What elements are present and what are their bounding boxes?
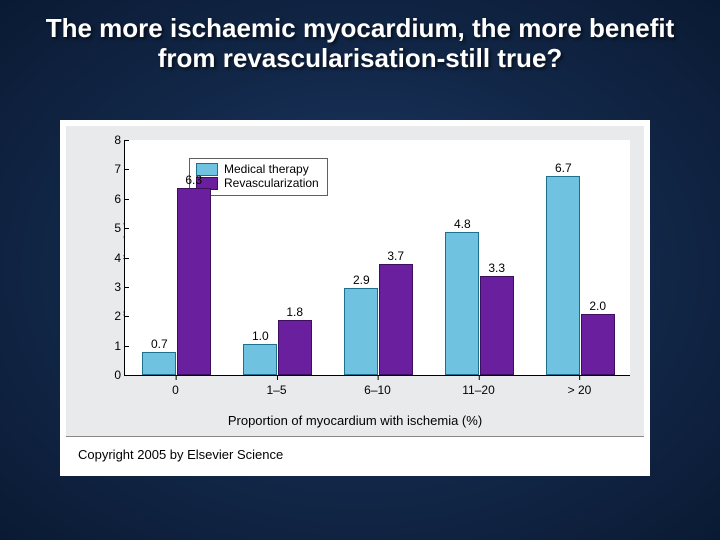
bar-value-label: 4.8 <box>454 217 471 231</box>
bar: 4.8 <box>445 232 479 375</box>
y-tick: 5 <box>99 221 125 235</box>
chart-panel: Cardiac mortality (%) Proportion of myoc… <box>66 126 644 436</box>
bar-value-label: 0.7 <box>151 337 168 351</box>
bar-value-label: 1.0 <box>252 329 269 343</box>
bar: 3.7 <box>379 264 413 375</box>
bar: 2.0 <box>581 314 615 375</box>
legend-item: Medical therapy <box>196 162 319 176</box>
copyright-text: Copyright 2005 by Elsevier Science <box>60 437 650 476</box>
bar-value-label: 3.3 <box>488 261 505 275</box>
slide: The more ischaemic myocardium, the more … <box>0 0 720 540</box>
bar: 6.7 <box>546 176 580 375</box>
legend-label: Medical therapy <box>224 162 309 176</box>
bar: 1.0 <box>243 344 277 375</box>
x-tick: 1–5 <box>266 375 286 397</box>
y-tick: 6 <box>99 192 125 206</box>
y-tick: 7 <box>99 162 125 176</box>
slide-title: The more ischaemic myocardium, the more … <box>0 0 720 74</box>
bar-value-label: 1.8 <box>286 305 303 319</box>
bar: 2.9 <box>344 288 378 375</box>
y-tick: 2 <box>99 309 125 323</box>
y-tick: 4 <box>99 251 125 265</box>
y-tick: 1 <box>99 339 125 353</box>
x-tick: > 20 <box>568 375 592 397</box>
x-tick: 0 <box>172 375 179 397</box>
bar: 0.7 <box>142 352 176 375</box>
bar: 6.3 <box>177 188 211 375</box>
y-tick: 3 <box>99 280 125 294</box>
x-axis-label: Proportion of myocardium with ischemia (… <box>66 413 644 428</box>
y-tick: 8 <box>99 133 125 147</box>
x-tick: 6–10 <box>364 375 391 397</box>
bar-value-label: 3.7 <box>387 249 404 263</box>
y-tick: 0 <box>99 368 125 382</box>
bar: 3.3 <box>480 276 514 375</box>
bar-value-label: 2.0 <box>589 299 606 313</box>
bar-value-label: 2.9 <box>353 273 370 287</box>
bar-value-label: 6.3 <box>185 173 202 187</box>
plot-area: Medical therapy Revascularization 012345… <box>124 140 630 376</box>
x-tick: 11–20 <box>462 375 494 397</box>
bar-value-label: 6.7 <box>555 161 572 175</box>
chart-container: Cardiac mortality (%) Proportion of myoc… <box>60 120 650 476</box>
bar: 1.8 <box>278 320 312 375</box>
legend-item: Revascularization <box>196 176 319 190</box>
legend-label: Revascularization <box>224 176 319 190</box>
